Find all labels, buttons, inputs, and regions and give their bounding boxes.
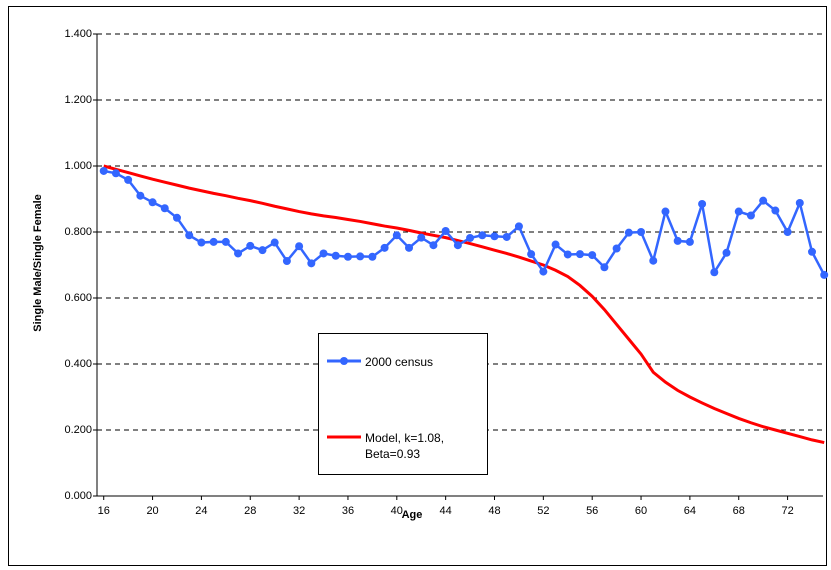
- data-point: [734, 207, 743, 216]
- data-point: [746, 211, 755, 220]
- data-point: [368, 252, 377, 261]
- data-point: [539, 267, 548, 276]
- x-axis-label: Age: [402, 509, 423, 521]
- legend-swatch: [327, 435, 361, 439]
- data-point: [637, 228, 646, 236]
- data-point: [148, 198, 157, 207]
- legend-swatch: [327, 357, 361, 365]
- data-point: [795, 198, 804, 207]
- data-point: [234, 249, 243, 258]
- data-point: [808, 247, 817, 256]
- data-point: [295, 242, 304, 251]
- data-point: [270, 238, 279, 247]
- data-point: [588, 251, 597, 260]
- data-point: [820, 270, 829, 279]
- data-point: [478, 231, 487, 240]
- y-tick-label: 0.600: [64, 292, 92, 304]
- data-point: [380, 243, 389, 252]
- y-tick-label: 1.400: [64, 28, 92, 40]
- data-point: [722, 248, 731, 257]
- data-point: [197, 238, 206, 247]
- x-tick-label: 72: [781, 505, 793, 517]
- legend-label: 2000 census: [365, 355, 434, 369]
- legend-label: Model, k=1.08, Beta=0.93: [365, 431, 445, 461]
- y-tick-label: 0.200: [64, 424, 92, 436]
- data-point: [209, 237, 218, 246]
- data-point: [160, 204, 169, 213]
- x-tick-label: 60: [635, 505, 647, 517]
- legend-marker: [340, 357, 348, 365]
- data-point: [258, 246, 267, 255]
- data-point: [771, 206, 780, 215]
- data-point: [441, 227, 450, 236]
- x-tick-label: 32: [293, 505, 305, 517]
- data-point: [221, 237, 230, 246]
- data-point: [111, 169, 120, 178]
- data-point: [331, 251, 340, 260]
- x-tick-label: 52: [537, 505, 549, 517]
- data-point: [417, 233, 426, 242]
- x-tick-label: 40: [391, 505, 403, 517]
- data-point: [575, 250, 584, 259]
- data-point: [319, 249, 328, 258]
- data-point: [172, 213, 181, 222]
- data-point: [710, 268, 719, 277]
- x-tick-label: 28: [244, 505, 256, 517]
- data-point: [661, 207, 670, 216]
- y-tick-label: 1.200: [64, 94, 92, 106]
- data-point: [246, 241, 255, 250]
- legend-item: 2000 census: [325, 354, 465, 370]
- data-point: [673, 236, 682, 245]
- y-tick-label: 0.400: [64, 358, 92, 370]
- data-point: [136, 191, 145, 200]
- x-tick-label: 36: [342, 505, 354, 517]
- data-point: [783, 228, 792, 236]
- data-point: [343, 252, 352, 261]
- data-point: [759, 196, 768, 205]
- data-point: [429, 241, 438, 250]
- data-point: [685, 237, 694, 246]
- data-point: [392, 231, 401, 240]
- x-tick-label: 44: [440, 505, 452, 517]
- data-point: [282, 257, 291, 266]
- legend: 2000 census Model, k=1.08, Beta=0.93: [318, 333, 488, 475]
- data-point: [563, 250, 572, 259]
- data-point: [466, 233, 475, 242]
- chart-border: [8, 6, 827, 566]
- data-point: [124, 175, 133, 184]
- data-point: [551, 240, 560, 249]
- data-point: [600, 263, 609, 272]
- x-tick-label: 24: [195, 505, 207, 517]
- data-point: [405, 243, 414, 252]
- x-tick-label: 16: [98, 505, 110, 517]
- data-point: [453, 241, 462, 250]
- data-point: [356, 252, 365, 261]
- data-point: [527, 250, 536, 259]
- x-tick-label: 64: [684, 505, 696, 517]
- x-tick-label: 68: [733, 505, 745, 517]
- x-tick-label: 56: [586, 505, 598, 517]
- data-point: [99, 166, 108, 175]
- data-point: [185, 231, 194, 240]
- y-tick-label: 0.800: [64, 226, 92, 238]
- y-tick-label: 0.000: [64, 490, 92, 502]
- x-tick-label: 20: [146, 505, 158, 517]
- data-point: [649, 256, 658, 265]
- x-tick-label: 48: [488, 505, 500, 517]
- data-point: [490, 232, 499, 241]
- legend-item: Model, k=1.08, Beta=0.93: [325, 430, 465, 462]
- y-tick-label: 1.000: [64, 160, 92, 172]
- data-point: [502, 232, 511, 241]
- data-point: [514, 222, 523, 231]
- data-point: [612, 244, 621, 253]
- data-point: [307, 259, 316, 268]
- data-point: [624, 228, 633, 237]
- y-axis-label: Single Male/Single Female: [32, 194, 44, 332]
- data-point: [698, 199, 707, 208]
